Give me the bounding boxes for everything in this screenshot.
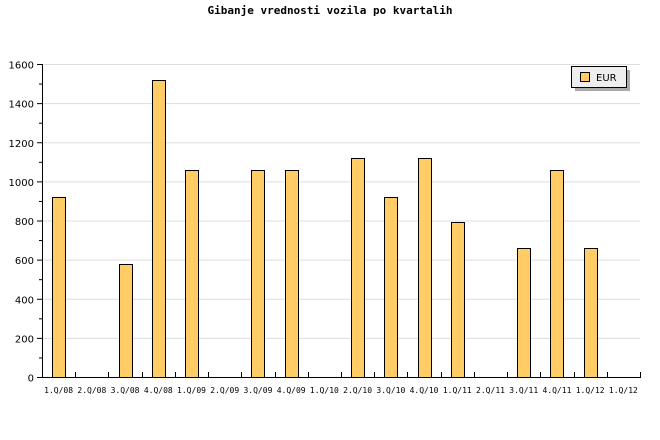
x-tick-label: 3.Q/10	[376, 386, 405, 395]
x-tick-label: 4.Q/11	[542, 386, 571, 395]
x-tick-label: 3.Q/11	[509, 386, 538, 395]
bar	[351, 158, 365, 378]
bar	[285, 170, 299, 378]
x-tick-label: 2.Q/11	[476, 386, 505, 395]
y-tick-label: 600	[15, 256, 34, 267]
bar	[517, 248, 531, 378]
x-tick-label: 1.Q/08	[44, 386, 73, 395]
y-tick-label: 800	[15, 217, 34, 228]
legend-swatch	[580, 72, 590, 82]
legend-box	[571, 66, 627, 88]
y-tick-label: 400	[15, 295, 34, 306]
x-tick-label: 4.Q/10	[410, 386, 439, 395]
y-tick-label: 0	[28, 374, 34, 385]
x-tick-label: 2.Q/08	[77, 386, 106, 395]
x-tick-label: 1.Q/09	[177, 386, 206, 395]
x-tick-label: 4.Q/09	[277, 386, 306, 395]
bar	[52, 197, 66, 378]
y-tick-label: 1400	[9, 100, 34, 111]
bar	[384, 197, 398, 378]
y-tick-label: 200	[15, 334, 34, 345]
legend-label: EUR	[596, 73, 617, 84]
x-tick-label: 1.Q/12	[609, 386, 638, 395]
y-tick-label: 1200	[9, 139, 34, 150]
x-tick-label: 2.Q/10	[343, 386, 372, 395]
x-tick-label: 3.Q/09	[243, 386, 272, 395]
chart-title: Gibanje vrednosti vozila po kvartalih	[207, 4, 453, 17]
bar	[451, 222, 465, 378]
x-tick-label: 1.Q/10	[310, 386, 339, 395]
x-tick-label: 4.Q/08	[144, 386, 173, 395]
bar	[152, 80, 166, 378]
bar	[119, 264, 133, 378]
x-tick-label: 1.Q/12	[576, 386, 605, 395]
bar	[584, 248, 598, 378]
x-tick-label: 3.Q/08	[111, 386, 140, 395]
bar	[418, 158, 432, 378]
y-tick-label: 1000	[9, 178, 34, 189]
bar	[550, 170, 564, 378]
bar	[251, 170, 265, 378]
bar	[185, 170, 199, 378]
x-tick-label: 1.Q/11	[443, 386, 472, 395]
x-tick-label: 2.Q/09	[210, 386, 239, 395]
y-tick-label: 1600	[9, 61, 34, 72]
